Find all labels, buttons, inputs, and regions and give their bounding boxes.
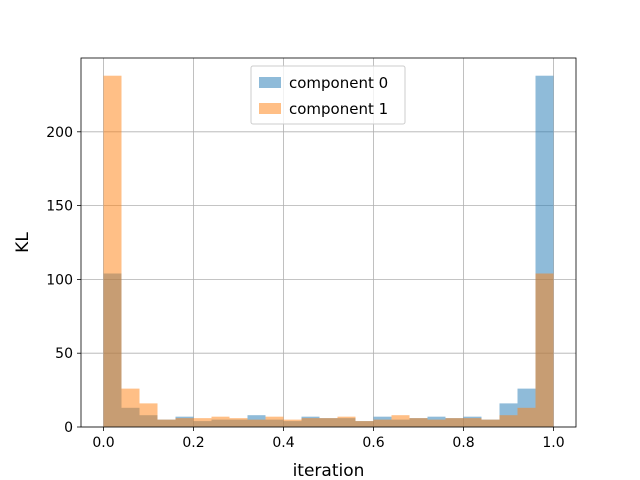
series-1-bar (499, 415, 518, 427)
legend-label-0: component 0 (289, 74, 388, 92)
y-tick-label: 100 (46, 272, 73, 288)
series-1-bar (121, 388, 140, 427)
x-axis-label: iteration (293, 461, 365, 480)
x-tick-label: 0.6 (362, 435, 384, 451)
plot-frame (80, 57, 577, 428)
series-1-bar (463, 418, 482, 427)
series-1-bars (103, 75, 554, 427)
series-1-bar (283, 419, 302, 427)
series-1-bar (535, 273, 554, 427)
y-axis-label: KL (13, 232, 33, 253)
series-1-bar (229, 418, 248, 427)
legend-swatch-0 (259, 77, 281, 88)
bars (103, 75, 554, 427)
y-tick-label: 0 (64, 420, 73, 436)
series-1-bar (427, 419, 446, 427)
legend-box (250, 65, 406, 125)
x-tick-label: 1.0 (542, 435, 564, 451)
series-1-bar (391, 415, 410, 427)
series-1-bar (265, 416, 284, 427)
ticks: 0.0 0.2 0.4 0.6 0.8 1.0 0 50 100 150 200 (46, 125, 564, 451)
x-tick-label: 0.2 (182, 435, 204, 451)
series-1-bar (301, 418, 320, 427)
y-tick-label: 50 (55, 346, 73, 362)
series-1-bar (157, 419, 176, 427)
legend: component 0 component 1 (250, 65, 406, 125)
x-tick-label: 0.0 (92, 435, 114, 451)
series-1-bar (211, 416, 230, 427)
series-1-bar (409, 418, 428, 427)
series-1-bar (517, 407, 536, 427)
series-1-bar (355, 421, 374, 427)
series-1-bar (373, 419, 392, 427)
series-1-bar (445, 418, 464, 427)
series-1-bar (337, 416, 356, 427)
series-1-bar (175, 418, 194, 427)
series-1-bar (481, 419, 500, 427)
series-1-bar (139, 403, 158, 427)
series-1-bar (193, 418, 212, 427)
y-tick-label: 150 (46, 199, 73, 215)
legend-label-1: component 1 (289, 100, 388, 118)
series-1-bar (103, 75, 122, 427)
x-tick-label: 0.8 (452, 435, 474, 451)
legend-swatch-1 (259, 103, 281, 114)
y-tick-label: 200 (46, 125, 73, 141)
series-1-bar (247, 419, 266, 427)
x-tick-label: 0.4 (272, 435, 294, 451)
series-1-bar (319, 418, 338, 427)
